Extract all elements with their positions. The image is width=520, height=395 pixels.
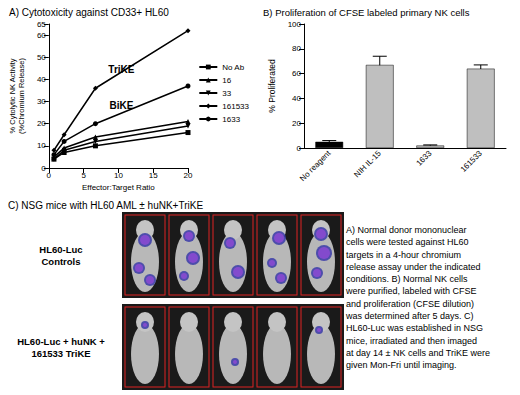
svg-text:(%Chromium Release): (%Chromium Release) <box>17 58 26 134</box>
svg-text:65: 65 <box>37 20 46 29</box>
html-text:and proliferation (CFSE diluti: and proliferation (CFSE dilution) <box>346 298 475 309</box>
html-text:at day 14 ± NK cells and TriKE: at day 14 ± NK cells and TriKE were <box>346 348 490 358</box>
svg-text:80: 80 <box>292 44 301 53</box>
svg-text:33: 33 <box>222 89 231 98</box>
svg-text:100: 100 <box>288 20 302 29</box>
svg-text:161533: 161533 <box>459 148 485 174</box>
svg-text:0: 0 <box>297 144 302 153</box>
html-text:was determined after 5 days. C: was determined after 5 days. C) <box>346 311 474 322</box>
svg-text:1633: 1633 <box>222 115 240 124</box>
html-text:given Mon-Fri until imaging.: given Mon-Fri until imaging. <box>346 360 457 371</box>
svg-text:No Ab: No Ab <box>222 63 244 72</box>
svg-text:B) Proliferation of CFSE label: B) Proliferation of CFSE labeled primary… <box>263 7 470 18</box>
svg-text:20: 20 <box>184 171 193 180</box>
svg-text:TriKE: TriKE <box>108 64 134 75</box>
html-text:HL60-Luc: HL60-Luc <box>39 244 83 255</box>
svg-text:161533: 161533 <box>222 102 249 111</box>
html-text:HL60-Luc was established in NS: HL60-Luc was established in NSG <box>346 323 484 334</box>
html-text:A) Normal donor mononuclear: A) Normal donor mononuclear <box>346 225 467 235</box>
svg-text:1633: 1633 <box>415 148 434 167</box>
svg-text:% Cytolytic NK Activity: % Cytolytic NK Activity <box>8 58 17 133</box>
svg-text:A) Cytotoxicity against CD33+: A) Cytotoxicity against CD33+ HL60 <box>9 7 169 18</box>
html-text:Controls: Controls <box>41 256 81 267</box>
svg-text:40: 40 <box>37 75 46 84</box>
svg-text:5: 5 <box>81 171 86 180</box>
html-text:were purified, labeled with CF: were purified, labeled with CFSE <box>346 286 477 297</box>
svg-text:BiKE: BiKE <box>109 100 133 111</box>
svg-text:10: 10 <box>37 141 46 150</box>
svg-text:% Proliferated: % Proliferated <box>267 59 277 113</box>
svg-text:No reagent: No reagent <box>298 148 333 183</box>
html-text:C) NSG mice with HL60 AML ± hu: C) NSG mice with HL60 AML ± huNK+TriKE <box>8 200 204 211</box>
html-text:release assay under the indica: release assay under the indicated <box>346 261 481 272</box>
svg-text:Effector:Target Ratio: Effector:Target Ratio <box>82 183 155 192</box>
html-text:HL60-Luc + huNK +: HL60-Luc + huNK + <box>17 336 105 347</box>
svg-text:16: 16 <box>222 76 231 85</box>
svg-text:60: 60 <box>37 31 46 40</box>
html-text:cells were tested against HL60: cells were tested against HL60 <box>346 237 469 248</box>
svg-text:20: 20 <box>37 119 46 128</box>
svg-text:0: 0 <box>41 163 46 173</box>
svg-text:40: 40 <box>292 94 301 103</box>
html-text:conditions. B) Normal NK cells: conditions. B) Normal NK cells <box>346 274 468 285</box>
svg-text:10: 10 <box>114 171 123 180</box>
svg-text:NIH IL-15: NIH IL-15 <box>352 148 383 179</box>
svg-text:15: 15 <box>149 171 158 180</box>
svg-text:0: 0 <box>47 171 52 180</box>
html-text:161533 TriKE: 161533 TriKE <box>31 348 91 359</box>
html-text:mice, irradiated and then imag: mice, irradiated and then imaged <box>346 335 478 346</box>
svg-text:30: 30 <box>37 97 46 106</box>
html-text:targets in a 4-hour chromium: targets in a 4-hour chromium <box>346 249 462 260</box>
svg-text:50: 50 <box>37 53 46 62</box>
svg-text:20: 20 <box>292 119 301 128</box>
svg-text:60: 60 <box>292 69 301 78</box>
